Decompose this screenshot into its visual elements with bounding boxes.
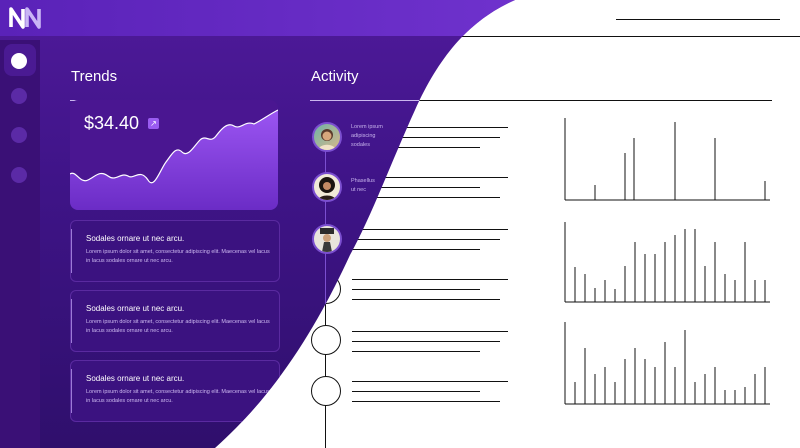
- activity-text-line: Phasellus: [351, 178, 375, 184]
- news-card[interactable]: Sodales ornare ut nec arcu. Lorem ipsum …: [70, 360, 280, 422]
- news-card-accent: [71, 369, 72, 413]
- timeline-line-purple: [325, 150, 326, 410]
- arrow-up-right-icon: ↗: [148, 118, 159, 129]
- news-card-body: Lorem ipsum dolor sit amet, consectetur …: [86, 249, 270, 264]
- sidebar-item-settings[interactable]: [11, 167, 27, 183]
- activity-line: [352, 187, 480, 188]
- activity-avatar-placeholder[interactable]: [311, 376, 341, 406]
- trend-price: $34.40: [84, 113, 140, 133]
- news-card-accent: [71, 229, 72, 273]
- activity-line: [352, 197, 500, 198]
- activity-text-line: sodales: [351, 142, 370, 148]
- activity-line: [376, 137, 500, 138]
- news-card[interactable]: Sodales ornare ut nec arcu. Lorem ipsum …: [70, 290, 280, 352]
- person-icon: [314, 124, 340, 150]
- activity-text: Phasellus ut nec: [351, 177, 391, 195]
- activity-avatar[interactable]: [312, 122, 342, 152]
- news-card-body: Lorem ipsum dolor sit amet, consectetur …: [86, 389, 270, 404]
- news-card-title: Sodales ornare ut nec arcu.: [86, 374, 185, 383]
- activity-line: [384, 127, 508, 128]
- activity-title: Activity: [311, 68, 359, 85]
- activity-text: Lorem ipsum adipiscing sodales: [351, 123, 391, 150]
- activity-avatar[interactable]: [312, 224, 342, 254]
- sidebar-item-home[interactable]: [11, 53, 27, 69]
- activity-line: [352, 177, 508, 178]
- sidebar-item-users[interactable]: [11, 127, 27, 143]
- trends-title: Trends: [71, 68, 118, 85]
- activity-line: [352, 391, 480, 392]
- wireframe-activity-underline: [360, 100, 772, 101]
- activity-line: [352, 401, 500, 402]
- wireframe-topbar-line: [616, 19, 780, 20]
- activity-line: [352, 289, 480, 290]
- activity-chart-3: [564, 322, 770, 405]
- activity-line: [376, 147, 480, 148]
- activity-text-line: adipiscing: [351, 133, 376, 139]
- activity-avatar-placeholder[interactable]: [311, 325, 341, 355]
- activity-line: [352, 249, 480, 250]
- activity-line: [352, 381, 508, 382]
- sidebar: [0, 40, 40, 448]
- news-card-title: Sodales ornare ut nec arcu.: [86, 234, 185, 243]
- activity-line: [352, 299, 500, 300]
- activity-line: [352, 331, 508, 332]
- news-card-body: Lorem ipsum dolor sit amet, consectetur …: [86, 319, 270, 334]
- news-card-accent: [71, 299, 72, 343]
- app-logo-icon[interactable]: [9, 7, 43, 29]
- person-icon: [314, 226, 340, 252]
- activity-text-line: ut nec: [351, 187, 366, 193]
- news-card[interactable]: Sodales ornare ut nec arcu. Lorem ipsum …: [70, 220, 280, 282]
- trend-card[interactable]: $34.40 ↗: [70, 100, 278, 210]
- news-card-title: Sodales ornare ut nec arcu.: [86, 304, 185, 313]
- activity-text-line: Lorem ipsum: [351, 124, 383, 130]
- activity-underline: [310, 100, 510, 101]
- activity-line: [352, 279, 508, 280]
- activity-avatar[interactable]: [312, 172, 342, 202]
- sidebar-item-charts[interactable]: [11, 88, 27, 104]
- activity-line: [352, 341, 500, 342]
- person-icon: [314, 174, 340, 200]
- trend-sparkline: [70, 100, 278, 210]
- activity-line: [352, 229, 508, 230]
- activity-line: [352, 239, 500, 240]
- activity-line: [352, 351, 480, 352]
- activity-chart-1: [564, 118, 770, 201]
- activity-chart-2: [564, 222, 770, 303]
- wireframe-header-line: [380, 36, 800, 37]
